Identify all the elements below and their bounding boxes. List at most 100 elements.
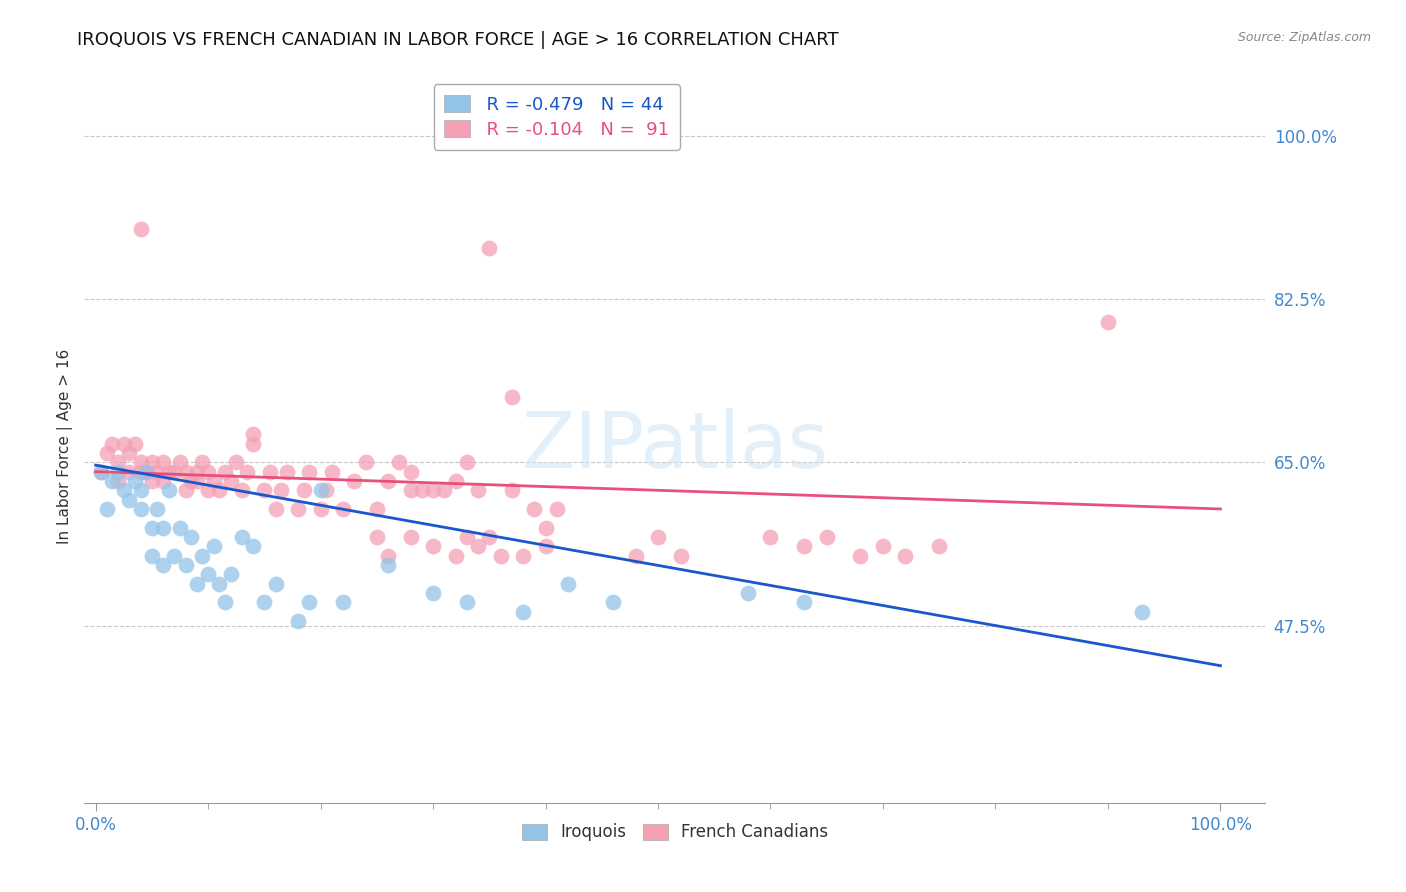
Point <box>467 539 489 553</box>
Point <box>180 474 202 488</box>
Point <box>152 474 174 488</box>
Point <box>292 483 315 498</box>
Point <box>1130 605 1153 619</box>
Point <box>793 539 815 553</box>
Point <box>157 465 180 479</box>
Point <box>456 530 478 544</box>
Point <box>236 465 259 479</box>
Point <box>96 446 118 460</box>
Point <box>332 595 354 609</box>
Point <box>259 465 281 479</box>
Point <box>208 483 231 498</box>
Point <box>163 549 186 563</box>
Point <box>208 576 231 591</box>
Point <box>512 549 534 563</box>
Point <box>242 436 264 450</box>
Point <box>422 539 444 553</box>
Point <box>422 483 444 498</box>
Point <box>129 222 152 236</box>
Point <box>214 595 236 609</box>
Point <box>815 530 838 544</box>
Point <box>141 474 163 488</box>
Text: ZIPatlas: ZIPatlas <box>522 408 828 484</box>
Point <box>219 474 242 488</box>
Point <box>489 549 512 563</box>
Point <box>793 595 815 609</box>
Point <box>129 502 152 516</box>
Point <box>112 483 135 498</box>
Point <box>512 605 534 619</box>
Text: Source: ZipAtlas.com: Source: ZipAtlas.com <box>1237 31 1371 45</box>
Point <box>737 586 759 600</box>
Point <box>163 465 186 479</box>
Point <box>96 502 118 516</box>
Point <box>456 595 478 609</box>
Point <box>388 455 411 469</box>
Point <box>231 530 253 544</box>
Point <box>557 576 579 591</box>
Point <box>1097 315 1119 329</box>
Point <box>399 465 422 479</box>
Point <box>399 530 422 544</box>
Point <box>90 465 112 479</box>
Point <box>101 474 124 488</box>
Point <box>118 465 141 479</box>
Point <box>219 567 242 582</box>
Point <box>197 465 219 479</box>
Point <box>152 521 174 535</box>
Point <box>90 465 112 479</box>
Point <box>264 502 287 516</box>
Point <box>174 465 197 479</box>
Point <box>366 530 388 544</box>
Point <box>146 465 169 479</box>
Y-axis label: In Labor Force | Age > 16: In Labor Force | Age > 16 <box>58 349 73 543</box>
Point <box>377 549 399 563</box>
Point <box>186 576 208 591</box>
Point <box>152 558 174 572</box>
Point <box>107 455 129 469</box>
Point <box>444 549 467 563</box>
Point <box>157 483 180 498</box>
Point <box>546 502 568 516</box>
Point <box>129 455 152 469</box>
Point <box>101 436 124 450</box>
Point <box>366 502 388 516</box>
Point <box>242 539 264 553</box>
Point <box>264 576 287 591</box>
Point <box>135 465 157 479</box>
Point <box>343 474 366 488</box>
Point <box>534 521 557 535</box>
Point <box>214 465 236 479</box>
Point <box>174 483 197 498</box>
Point <box>225 455 247 469</box>
Point <box>231 483 253 498</box>
Point <box>152 455 174 469</box>
Point <box>624 549 647 563</box>
Point <box>124 436 146 450</box>
Point <box>141 549 163 563</box>
Point <box>186 474 208 488</box>
Point <box>186 465 208 479</box>
Point <box>872 539 894 553</box>
Point <box>332 502 354 516</box>
Point <box>197 567 219 582</box>
Point <box>253 595 276 609</box>
Point <box>118 446 141 460</box>
Point <box>112 436 135 450</box>
Point <box>422 586 444 600</box>
Point <box>141 521 163 535</box>
Point <box>118 492 141 507</box>
Text: IROQUOIS VS FRENCH CANADIAN IN LABOR FORCE | AGE > 16 CORRELATION CHART: IROQUOIS VS FRENCH CANADIAN IN LABOR FOR… <box>77 31 839 49</box>
Point <box>298 595 321 609</box>
Point <box>478 530 501 544</box>
Point <box>501 483 523 498</box>
Point <box>928 539 950 553</box>
Point <box>309 483 332 498</box>
Point <box>444 474 467 488</box>
Point <box>534 539 557 553</box>
Point <box>354 455 377 469</box>
Point <box>523 502 546 516</box>
Point <box>129 465 152 479</box>
Point <box>135 465 157 479</box>
Point <box>124 474 146 488</box>
